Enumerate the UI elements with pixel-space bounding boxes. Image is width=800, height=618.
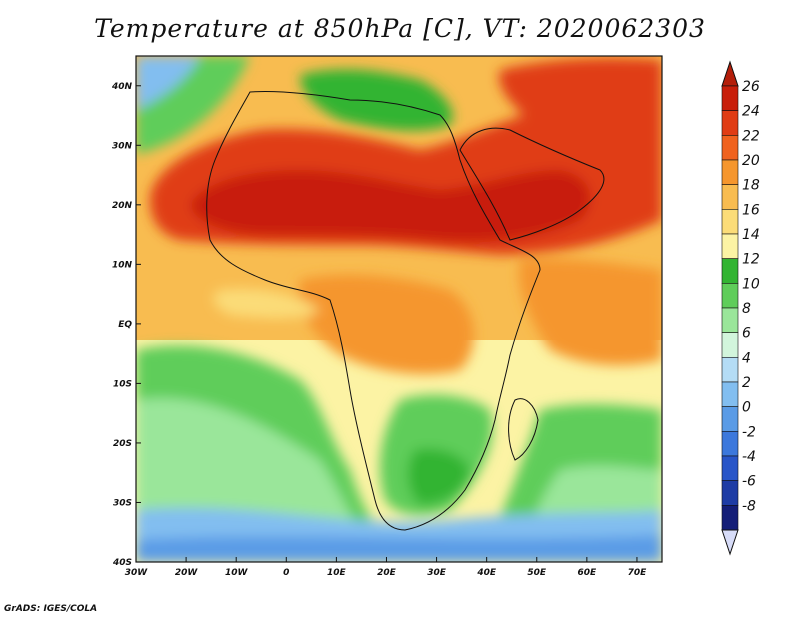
lat-tick-label: 30N	[112, 141, 133, 151]
lat-tick-label: 30S	[113, 498, 132, 508]
coastlines	[206, 91, 605, 531]
lon-tick-label: 30W	[125, 568, 149, 578]
colorbar-swatch	[721, 110, 739, 136]
mediterranean-cool	[300, 69, 453, 131]
colorbar-swatch	[721, 505, 739, 531]
lon-tick-label: 40E	[476, 568, 497, 578]
lon-tick-label: 20E	[377, 568, 397, 578]
colorbar-swatch	[721, 85, 739, 111]
africa-coast	[206, 91, 541, 531]
lat-axis: 40N 30N 20N 10N EQ 10S 20S 30S 40S	[111, 82, 141, 568]
plot-frame	[135, 55, 663, 563]
colorbar-swatch	[721, 209, 739, 235]
lat-tick-label: 10S	[113, 379, 132, 389]
lat-tick-label: 20N	[112, 201, 133, 211]
lon-tick-label: 10W	[225, 568, 249, 578]
colorbar-label: 18	[742, 178, 760, 194]
lon-axis: 30W 20W 10W 0 10E 20E 30E 40E 50E 60E 70E	[125, 557, 647, 578]
lon-tick-label: 50E	[527, 568, 547, 578]
madagascar-coast	[508, 398, 539, 461]
lon-tick-label: 60E	[578, 568, 598, 578]
colorbar-swatch	[721, 480, 739, 506]
lat-tick-label: EQ	[118, 320, 132, 330]
colorbar-label: 4	[742, 350, 751, 366]
middle-east-hot	[499, 58, 662, 144]
colorbar-swatch	[721, 332, 739, 358]
colorbar-label: 16	[742, 202, 760, 218]
colorbar-label: 14	[742, 227, 760, 243]
colorbar-swatch	[721, 455, 739, 481]
colorbar-label: 20	[742, 153, 760, 169]
colorbar-label: 6	[742, 326, 751, 342]
colorbar-label: -2	[742, 424, 756, 440]
smooth-regions	[136, 56, 662, 562]
map-title: Temperature at 850hPa [C], VT: 202006230…	[94, 14, 706, 43]
colorbar-swatch	[721, 357, 739, 383]
colorbar-label: 12	[742, 252, 760, 268]
colorbar-swatch	[721, 159, 739, 185]
colorbar-label: -6	[742, 474, 756, 490]
colorbar-swatch	[721, 233, 739, 259]
lon-tick-label: 30E	[427, 568, 447, 578]
temperature-field	[136, 56, 662, 562]
lat-tick-label: 20S	[113, 439, 132, 449]
lat-tick-label: 40S	[112, 558, 132, 568]
southern-colder	[136, 535, 662, 562]
colorbar-swatch	[721, 184, 739, 210]
southern-africa-cooler	[408, 448, 470, 505]
gulf-guinea-mild	[213, 288, 320, 319]
lat-tick-label: 10N	[112, 260, 133, 270]
colorbar-bottom-arrow	[721, 529, 739, 556]
colorbar-label: -8	[742, 498, 756, 514]
colorbar-swatch	[721, 258, 739, 284]
arabia-coast	[459, 127, 605, 241]
lon-tick-label: 70E	[628, 568, 648, 578]
colorbar-label: 0	[742, 400, 751, 416]
grads-credit: GrADS: IGES/COLA	[4, 604, 98, 614]
colorbar-label: 8	[742, 301, 751, 317]
colorbar-swatch	[721, 307, 739, 333]
colorbar-swatch	[721, 381, 739, 407]
colorbar-swatch	[721, 135, 739, 161]
colorbar-swatch	[721, 406, 739, 432]
colorbar-label: -4	[742, 449, 756, 465]
colorbar-label: 22	[742, 128, 760, 144]
lat-tick-label: 40N	[111, 82, 133, 92]
colorbar-top-arrow	[721, 60, 739, 87]
lon-tick-label: 20W	[175, 568, 199, 578]
colorbar-swatch	[721, 431, 739, 457]
colorbar-label: 26	[742, 79, 760, 95]
lon-tick-label: 10E	[327, 568, 347, 578]
north-atlantic-cold	[136, 56, 200, 110]
arabian-sea-warm	[519, 258, 662, 366]
colorbar-label: 10	[742, 276, 760, 292]
lon-tick-label: 0	[283, 568, 289, 578]
colorbar-label: 2	[742, 375, 751, 391]
colorbar-swatch	[721, 283, 739, 309]
colorbar-label: 24	[742, 104, 760, 120]
